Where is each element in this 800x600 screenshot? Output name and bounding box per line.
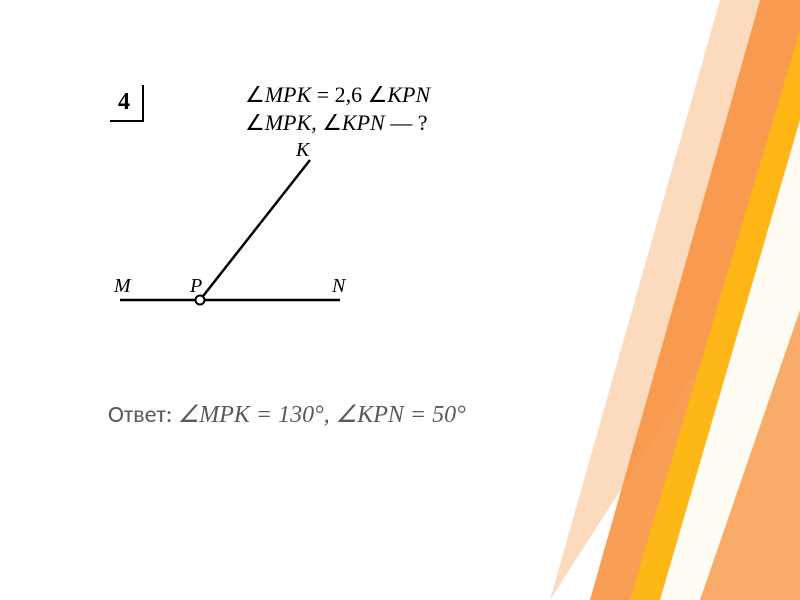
answer-line: Ответ: ∠MPK = 130°, ∠KPN = 50°	[108, 400, 466, 429]
deco-shape-3	[660, 120, 800, 600]
problem-number-box: 4	[110, 85, 144, 122]
decorative-triangles	[520, 0, 800, 600]
segment-PK	[200, 160, 310, 300]
problem-given-line2: ∠MPK, ∠KPN — ?	[245, 110, 427, 136]
label-K: K	[295, 140, 311, 161]
answer-label: Ответ:	[108, 400, 172, 429]
geometry-diagram: M P N K	[110, 140, 370, 325]
label-N: N	[331, 275, 347, 297]
deco-shape-4	[700, 310, 800, 600]
answer-value: ∠MPK = 130°, ∠KPN = 50°	[178, 402, 466, 428]
label-P: P	[189, 275, 202, 297]
label-M: M	[113, 275, 132, 297]
deco-shape-0	[550, 0, 800, 600]
deco-shape-1	[590, 0, 800, 600]
problem-given-line1: ∠MPK = 2,6 ∠KPN	[245, 82, 430, 108]
problem-number: 4	[118, 89, 130, 115]
deco-shape-2	[630, 30, 800, 600]
